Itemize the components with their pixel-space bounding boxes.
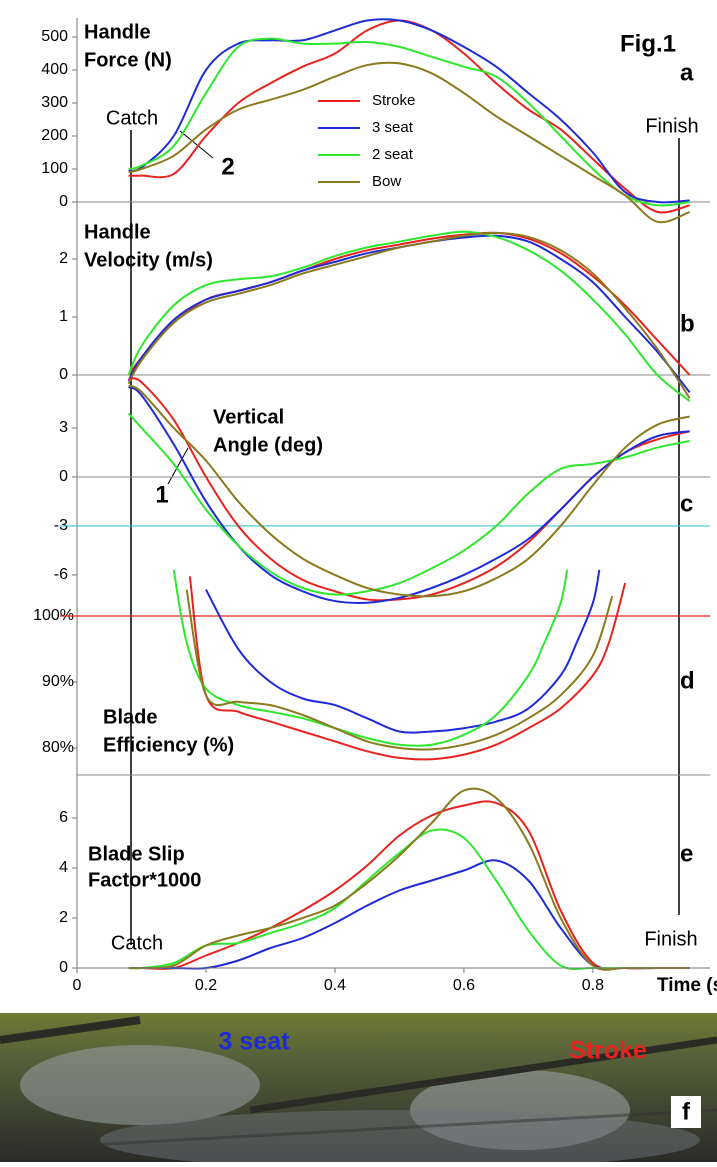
series-line: [128, 384, 690, 598]
y-tick-label: 3: [59, 419, 68, 436]
photo-label: 3 seat: [219, 1028, 291, 1056]
series-line: [128, 386, 690, 604]
panel-title: Handle: [84, 221, 151, 243]
y-tick-label: 0: [59, 959, 68, 976]
panel-label: c: [680, 490, 693, 517]
series-line: [172, 569, 569, 747]
y-tick-label: 0: [59, 193, 68, 210]
panel-title: Angle (deg): [213, 434, 323, 456]
panel-title: Factor*1000: [88, 869, 201, 891]
annotation: Catch: [111, 932, 163, 954]
label-box: [671, 1096, 701, 1128]
splash: [20, 1045, 260, 1125]
x-tick-label: 0: [73, 977, 82, 994]
x-tick-label: 0.6: [453, 977, 475, 994]
series-line: [128, 61, 691, 224]
x-tick-label: 0.4: [324, 977, 346, 994]
legend-label: Stroke: [372, 92, 415, 109]
y-tick-label: 100: [41, 160, 68, 177]
annotation: 2: [221, 153, 234, 180]
series-line: [128, 800, 690, 970]
pointer-line: [179, 130, 214, 159]
figure-label: Fig.1: [620, 30, 676, 57]
series-line: [128, 37, 690, 207]
y-tick-label: 80%: [42, 739, 74, 756]
oar: [0, 1016, 141, 1044]
x-axis-label: Time (s): [657, 975, 717, 996]
panel-label: a: [680, 59, 694, 86]
series-line: [127, 230, 691, 402]
y-tick-label: 90%: [42, 673, 74, 690]
annotation: Finish: [645, 115, 698, 137]
y-tick-label: 1: [59, 308, 68, 325]
series-line: [127, 412, 690, 596]
series-line: [128, 787, 690, 971]
panel-label: e: [680, 840, 693, 867]
series-line: [205, 569, 601, 734]
panel-title: Efficiency (%): [103, 734, 234, 756]
annotation: Catch: [106, 107, 158, 129]
y-tick-label: 400: [41, 61, 68, 78]
panel-label: d: [680, 667, 695, 694]
y-tick-label: 200: [41, 127, 68, 144]
y-tick-label: 2: [59, 250, 68, 267]
panel-title: Blade: [103, 706, 157, 728]
annotation: Finish: [644, 928, 697, 950]
annotation: 1: [155, 481, 168, 508]
panel-title: Blade Slip: [88, 843, 185, 865]
y-tick-label: 4: [59, 859, 68, 876]
y-tick-label: 300: [41, 94, 68, 111]
panel-label: b: [680, 310, 695, 337]
y-tick-label: 2: [59, 909, 68, 926]
photo: 3 seat Stroke f: [0, 1013, 717, 1167]
oar-shadow: [0, 1108, 717, 1152]
series-line: [188, 576, 627, 761]
panel-title: Velocity (m/s): [84, 249, 213, 271]
legend-label: 2 seat: [372, 146, 414, 163]
x-tick-label: 0.8: [582, 977, 604, 994]
y-tick-label: 0: [59, 366, 68, 383]
legend-label: Bow: [372, 173, 401, 190]
panel-label: f: [682, 1098, 691, 1125]
y-tick-label: 100%: [33, 607, 74, 624]
y-tick-label: -6: [54, 566, 68, 583]
y-tick-label: 0: [59, 468, 68, 485]
series-line: [127, 231, 691, 399]
panel-title: Handle: [84, 21, 151, 43]
oar: [249, 1036, 717, 1114]
series-line: [128, 828, 690, 970]
x-tick-label: 0.2: [195, 977, 217, 994]
pointer-line: [167, 447, 189, 485]
panel-title: Vertical: [213, 406, 284, 428]
series-line: [185, 589, 614, 751]
y-tick-label: 6: [59, 809, 68, 826]
series-line: [128, 18, 690, 204]
photo-label: Stroke: [569, 1037, 647, 1065]
y-tick-label: 500: [41, 28, 68, 45]
panel-title: Force (N): [84, 49, 172, 71]
water-surface: [100, 1110, 700, 1167]
legend-label: 3 seat: [372, 119, 414, 136]
